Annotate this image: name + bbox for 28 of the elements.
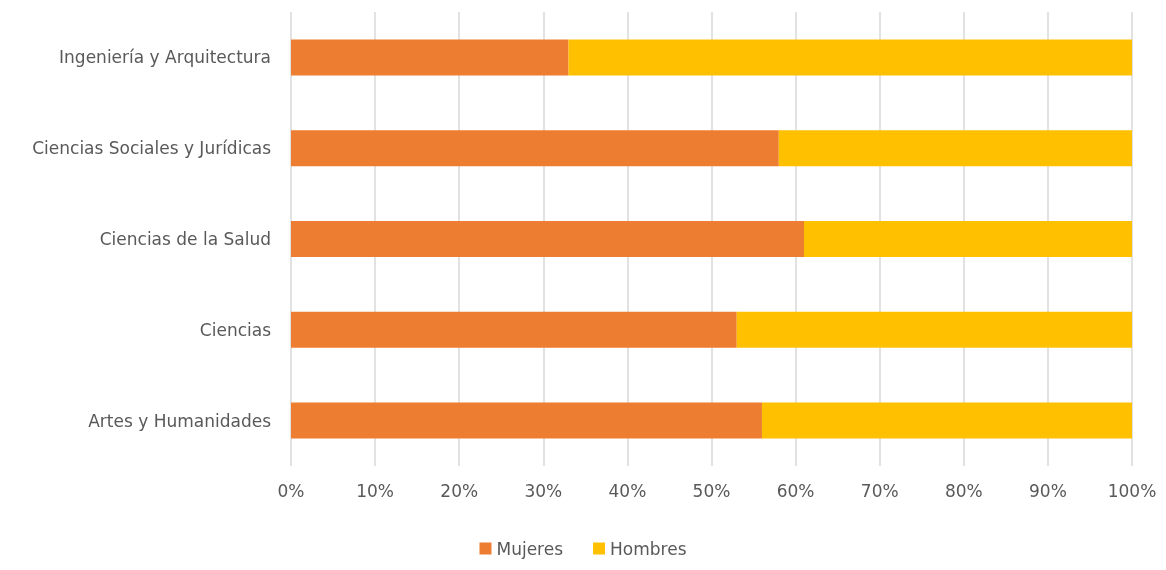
legend-label: Mujeres [496, 538, 564, 559]
y-tick-label: Ciencias de la Salud [99, 229, 271, 249]
bar [778, 130, 1132, 167]
bar [291, 311, 737, 348]
bar [736, 311, 1132, 348]
x-tick-label: 0% [277, 480, 305, 501]
bar [804, 221, 1132, 257]
x-tick-label: 10% [356, 480, 394, 501]
x-tick-label: 70% [860, 480, 899, 501]
bar [761, 402, 1132, 439]
legend-label: Hombres [610, 538, 687, 559]
bar [291, 402, 762, 439]
y-tick-label: Artes y Humanidades [88, 410, 272, 431]
x-tick-label: 30% [524, 480, 563, 501]
y-tick-label: Ingeniería y Arquitectura [59, 47, 271, 68]
bar [291, 39, 569, 76]
y-tick-label: Ciencias Sociales y Jurídicas [32, 138, 272, 159]
x-tick-label: 100% [1107, 480, 1157, 501]
bar [291, 130, 779, 167]
x-tick-label: 20% [440, 480, 479, 501]
x-tick-label: 40% [608, 480, 647, 501]
bar [291, 221, 805, 257]
x-tick-label: 90% [1029, 480, 1067, 501]
bar [568, 39, 1132, 76]
x-tick-label: 50% [692, 480, 731, 501]
x-tick-label: 60% [776, 480, 815, 501]
y-tick-label: Ciencias [199, 319, 272, 340]
x-tick-label: 80% [944, 480, 983, 501]
